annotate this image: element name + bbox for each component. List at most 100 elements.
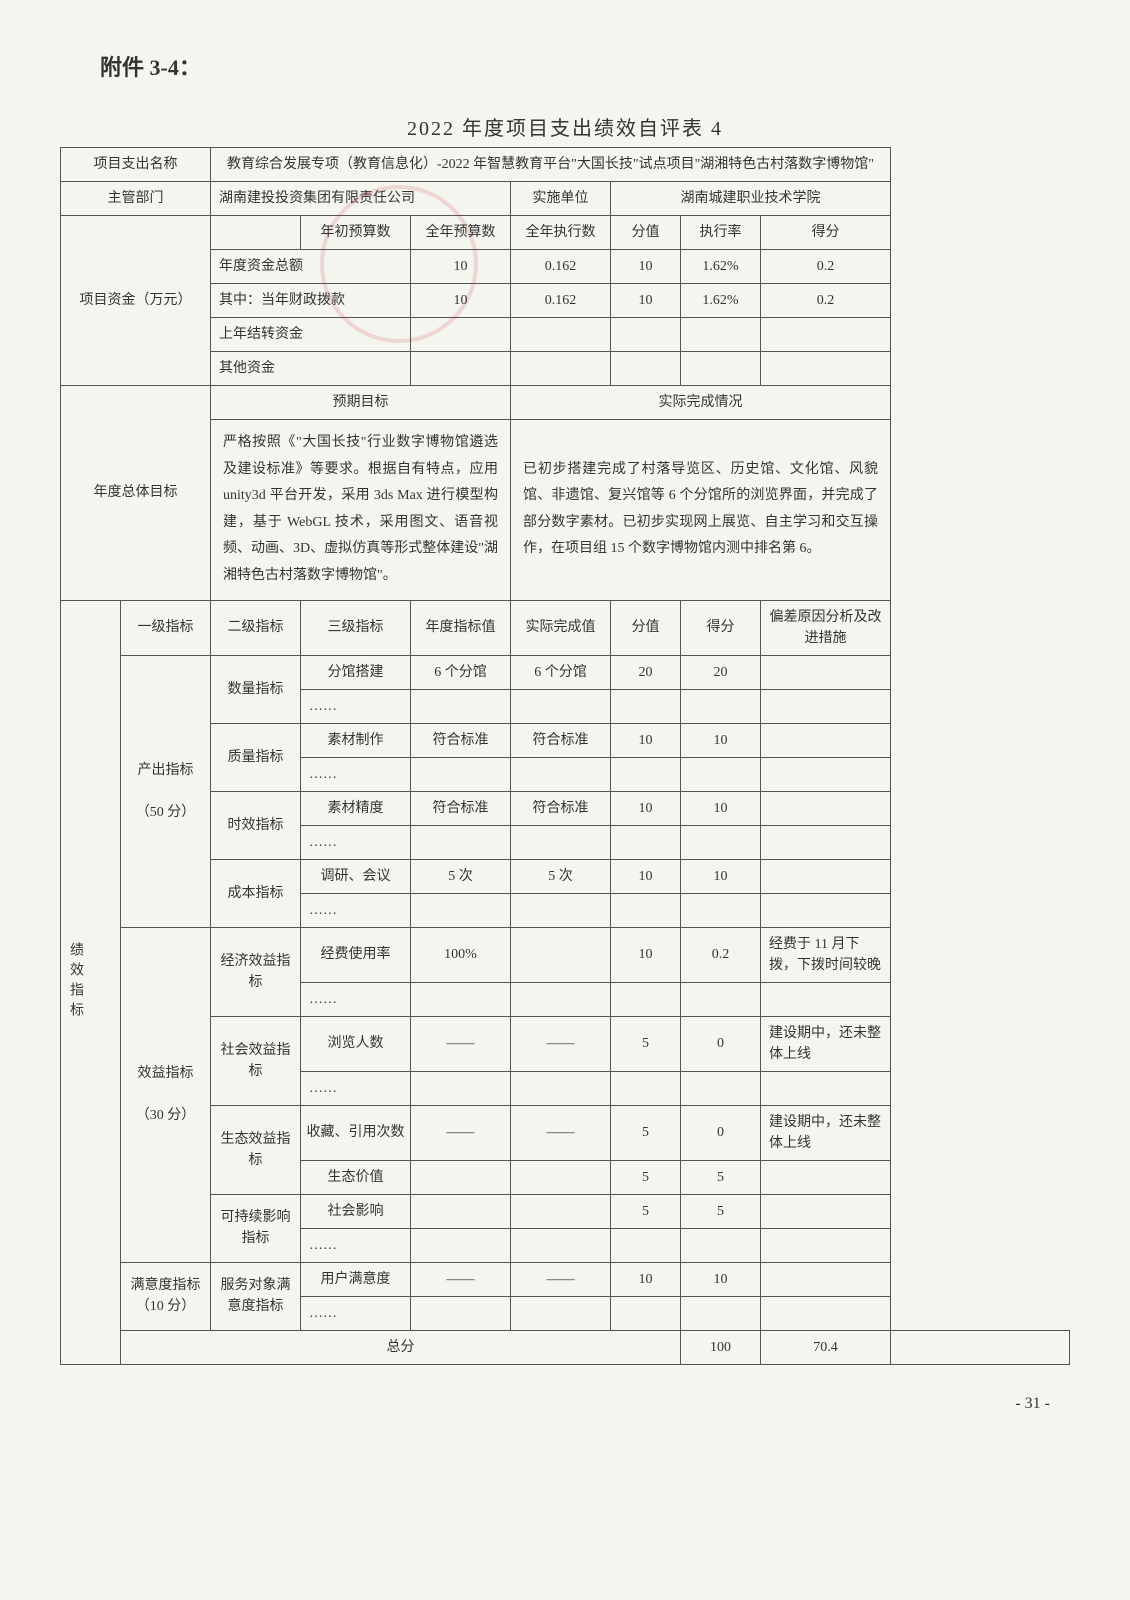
cell — [411, 982, 511, 1016]
cell: 6 个分馆 — [411, 655, 511, 689]
cell — [681, 1228, 761, 1262]
cell: 经费使用率 — [301, 927, 411, 982]
cell — [611, 825, 681, 859]
cell — [611, 689, 681, 723]
cell: 用户满意度 — [301, 1262, 411, 1296]
cell: 符合标准 — [411, 791, 511, 825]
cell: 社会影响 — [301, 1194, 411, 1228]
cell: 建设期中，还未整体上线 — [761, 1016, 891, 1071]
proj-name-label: 项目支出名称 — [61, 148, 211, 182]
cell: 其中：当年财政拨款 — [211, 284, 411, 318]
cell: 其他资金 — [211, 352, 411, 386]
cell: 0.2 — [681, 927, 761, 982]
cell — [511, 825, 611, 859]
cell — [761, 859, 891, 893]
lvl1: 满意度指标（10 分） — [121, 1262, 211, 1330]
cell — [411, 352, 511, 386]
table-row: 成本指标 调研、会议5 次5 次1010 — [61, 859, 1070, 893]
cell: 浏览人数 — [301, 1016, 411, 1071]
indicator-section: 绩效指标 — [61, 600, 121, 1364]
cell — [511, 1071, 611, 1105]
cell: 10 — [611, 250, 681, 284]
cell: 5 — [681, 1194, 761, 1228]
cell — [761, 318, 891, 352]
cell: 0.2 — [761, 284, 891, 318]
cell: —— — [411, 1105, 511, 1160]
ih: 偏差原因分析及改进措施 — [761, 600, 891, 655]
table-row: 绩效指标 一级指标 二级指标 三级指标 年度指标值 实际完成值 分值 得分 偏差… — [61, 600, 1070, 655]
cell — [681, 893, 761, 927]
cell — [761, 1228, 891, 1262]
lvl2: 服务对象满意度指标 — [211, 1262, 301, 1330]
fund-label: 项目资金（万元） — [61, 216, 211, 386]
cell: 素材精度 — [301, 791, 411, 825]
cell — [681, 757, 761, 791]
cell — [761, 893, 891, 927]
cell: 1.62% — [681, 250, 761, 284]
cell: …… — [301, 1228, 411, 1262]
cell — [511, 352, 611, 386]
cell: 符合标准 — [511, 723, 611, 757]
cell: 6 个分馆 — [511, 655, 611, 689]
lvl2: 成本指标 — [211, 859, 301, 927]
goal-label: 年度总体目标 — [61, 386, 211, 601]
attachment-label: 附件 3-4： — [100, 50, 1070, 82]
table-row: 其他资金 — [61, 352, 1070, 386]
fund-col: 得分 — [761, 216, 891, 250]
cell: …… — [301, 982, 411, 1016]
cell — [511, 757, 611, 791]
cell: 调研、会议 — [301, 859, 411, 893]
cell: 上年结转资金 — [211, 318, 411, 352]
table-row: 总分 100 70.4 — [61, 1330, 1070, 1364]
lvl2: 数量指标 — [211, 655, 301, 723]
cell: 10 — [411, 250, 511, 284]
cell — [761, 689, 891, 723]
cell — [761, 825, 891, 859]
cell: 10 — [611, 859, 681, 893]
evaluation-table: 项目支出名称 教育综合发展专项（教育信息化）-2022 年智慧教育平台"大国长技… — [60, 147, 1070, 1365]
cell — [681, 352, 761, 386]
cell: 5 — [611, 1194, 681, 1228]
cell: 0.162 — [511, 284, 611, 318]
lvl1: 产出指标（50 分） — [121, 655, 211, 927]
cell: 符合标准 — [411, 723, 511, 757]
cell — [611, 352, 681, 386]
cell — [411, 893, 511, 927]
cell — [411, 1296, 511, 1330]
goal-expected-h: 预期目标 — [211, 386, 511, 420]
lvl2: 生态效益指标 — [211, 1105, 301, 1194]
cell — [411, 1160, 511, 1194]
cell — [611, 318, 681, 352]
cell — [511, 1160, 611, 1194]
cell: 经费于 11 月下拨，下拨时间较晚 — [761, 927, 891, 982]
cell: 0.162 — [511, 250, 611, 284]
table-row: 可持续影响指标 社会影响55 — [61, 1194, 1070, 1228]
cell: 5 — [611, 1105, 681, 1160]
cell: —— — [511, 1262, 611, 1296]
total-g: 70.4 — [761, 1330, 891, 1364]
ih: 得分 — [681, 600, 761, 655]
table-row: 其中：当年财政拨款 10 0.162 10 1.62% 0.2 — [61, 284, 1070, 318]
cell: 1.62% — [681, 284, 761, 318]
cell: 10 — [681, 723, 761, 757]
cell: 20 — [681, 655, 761, 689]
table-row: 满意度指标（10 分） 服务对象满意度指标 用户满意度————1010 — [61, 1262, 1070, 1296]
cell: 0 — [681, 1105, 761, 1160]
unit-value: 湖南城建职业技术学院 — [611, 182, 891, 216]
cell: 10 — [611, 791, 681, 825]
total-label: 总分 — [121, 1330, 681, 1364]
table-row: 严格按照《"大国长技"行业数字博物馆遴选及建设标准》等要求。根据自有特点，应用 … — [61, 420, 1070, 601]
cell — [611, 982, 681, 1016]
cell: 10 — [611, 1262, 681, 1296]
cell — [611, 1228, 681, 1262]
cell — [761, 1262, 891, 1296]
cell — [611, 893, 681, 927]
ih: 实际完成值 — [511, 600, 611, 655]
cell — [761, 757, 891, 791]
cell — [511, 1194, 611, 1228]
lvl2: 经济效益指标 — [211, 927, 301, 1016]
cell — [681, 689, 761, 723]
unit-label: 实施单位 — [511, 182, 611, 216]
table-row: 上年结转资金 — [61, 318, 1070, 352]
cell: 10 — [611, 927, 681, 982]
